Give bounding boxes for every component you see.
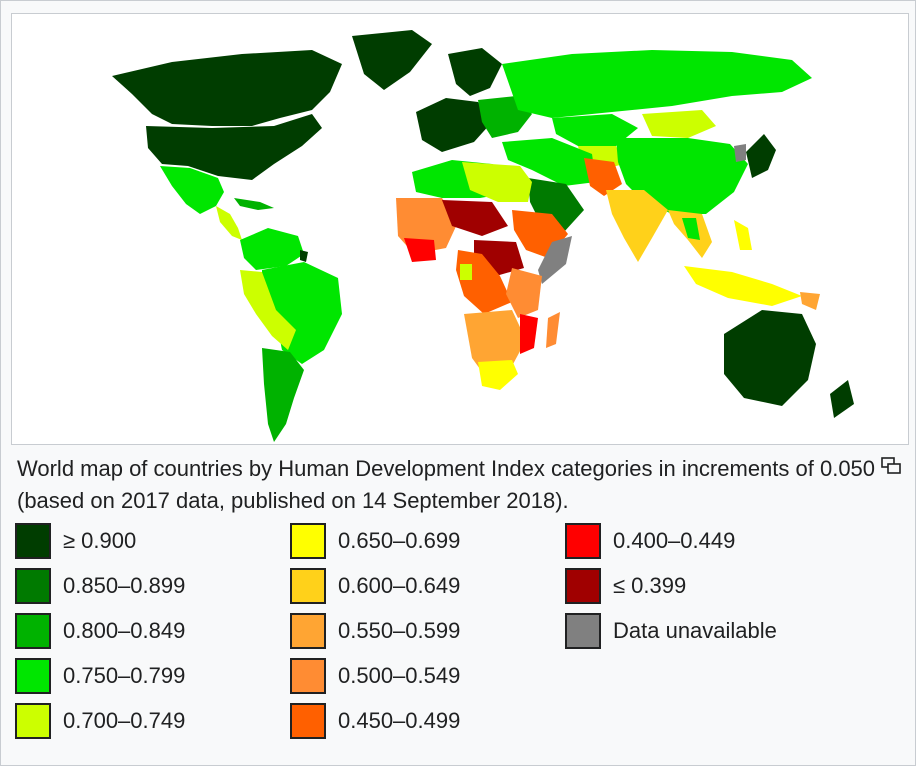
legend-swatch	[565, 613, 601, 649]
region-new-zealand[interactable]	[830, 380, 854, 418]
region-korea-japan[interactable]	[746, 134, 776, 178]
legend-item: 0.600–0.649	[290, 568, 560, 613]
region-afghanistan-pakistan[interactable]	[584, 158, 622, 196]
region-east-africa[interactable]	[506, 268, 542, 318]
legend-column-1: ≥ 0.900 0.850–0.899 0.800–0.849 0.750–0.…	[15, 523, 285, 748]
legend-swatch	[565, 568, 601, 604]
legend-item: 0.500–0.549	[290, 658, 560, 703]
legend-label: 0.400–0.449	[613, 528, 736, 553]
region-central-america[interactable]	[216, 206, 242, 240]
legend-item: ≥ 0.900	[15, 523, 285, 568]
world-map[interactable]	[11, 13, 909, 445]
legend-item: 0.550–0.599	[290, 613, 560, 658]
legend-swatch	[290, 523, 326, 559]
legend-label: ≥ 0.900	[63, 528, 137, 553]
legend-label: 0.600–0.649	[338, 573, 461, 598]
legend-label: 0.800–0.849	[63, 618, 186, 643]
region-gabon-botswana[interactable]	[460, 264, 472, 280]
legend-item: Data unavailable	[565, 613, 835, 658]
legend-item: 0.450–0.499	[290, 703, 560, 748]
legend-swatch	[15, 568, 51, 604]
legend-swatch	[15, 703, 51, 739]
region-turkey-iran[interactable]	[502, 138, 596, 186]
region-west-africa-red[interactable]	[404, 238, 436, 262]
legend-column-3: 0.400–0.449 ≤ 0.399 Data unavailable	[565, 523, 835, 658]
legend-label: 0.650–0.699	[338, 528, 461, 553]
region-indonesia[interactable]	[684, 266, 802, 306]
legend-label: 0.850–0.899	[63, 573, 186, 598]
legend-item: 0.700–0.749	[15, 703, 285, 748]
region-papua[interactable]	[800, 292, 820, 310]
region-south-africa[interactable]	[478, 360, 518, 390]
legend-swatch	[15, 613, 51, 649]
hdi-legend: ≥ 0.900 0.850–0.899 0.800–0.849 0.750–0.…	[15, 523, 895, 753]
legend-label: 0.750–0.799	[63, 663, 186, 688]
region-sahel-low[interactable]	[442, 200, 508, 236]
region-russia[interactable]	[502, 50, 812, 118]
region-colombia-venezuela[interactable]	[240, 228, 304, 270]
region-egypt-libya[interactable]	[462, 162, 532, 202]
region-mexico[interactable]	[160, 166, 224, 214]
legend-item: 0.850–0.899	[15, 568, 285, 613]
region-canada[interactable]	[112, 50, 342, 126]
legend-swatch	[290, 658, 326, 694]
region-australia[interactable]	[724, 310, 816, 406]
legend-label: Data unavailable	[613, 618, 777, 643]
legend-swatch	[565, 523, 601, 559]
region-somalia[interactable]	[538, 236, 572, 284]
legend-swatch	[290, 703, 326, 739]
legend-label: 0.500–0.549	[338, 663, 461, 688]
region-usa[interactable]	[146, 114, 322, 180]
region-scandinavia[interactable]	[448, 48, 502, 96]
region-mozambique[interactable]	[520, 314, 538, 354]
region-madagascar[interactable]	[546, 312, 560, 348]
legend-swatch	[290, 568, 326, 604]
legend-item: 0.650–0.699	[290, 523, 560, 568]
region-india[interactable]	[606, 190, 668, 262]
world-map-svg	[112, 30, 854, 442]
legend-item: ≤ 0.399	[565, 568, 835, 613]
legend-item: 0.750–0.799	[15, 658, 285, 703]
legend-item: 0.400–0.449	[565, 523, 835, 568]
region-argentina-chile[interactable]	[262, 348, 304, 442]
map-caption: World map of countries by Human Developm…	[17, 456, 876, 513]
magnify-clip-icon[interactable]	[881, 457, 901, 475]
region-peru-bolivia[interactable]	[240, 270, 296, 350]
region-greenland[interactable]	[352, 30, 432, 90]
region-caribbean[interactable]	[234, 198, 274, 210]
legend-label: 0.700–0.749	[63, 708, 186, 733]
legend-column-2: 0.650–0.699 0.600–0.649 0.550–0.599 0.50…	[290, 523, 560, 748]
legend-label: 0.550–0.599	[338, 618, 461, 643]
region-western-europe[interactable]	[416, 98, 492, 152]
region-thailand[interactable]	[682, 218, 700, 240]
legend-swatch	[15, 658, 51, 694]
region-north-korea[interactable]	[734, 144, 746, 162]
region-guianas[interactable]	[300, 250, 308, 262]
legend-item: 0.800–0.849	[15, 613, 285, 658]
region-mongolia[interactable]	[642, 110, 716, 138]
legend-swatch	[290, 613, 326, 649]
region-philippines[interactable]	[734, 220, 752, 250]
legend-label: ≤ 0.399	[613, 573, 687, 598]
legend-swatch	[15, 523, 51, 559]
legend-label: 0.450–0.499	[338, 708, 461, 733]
